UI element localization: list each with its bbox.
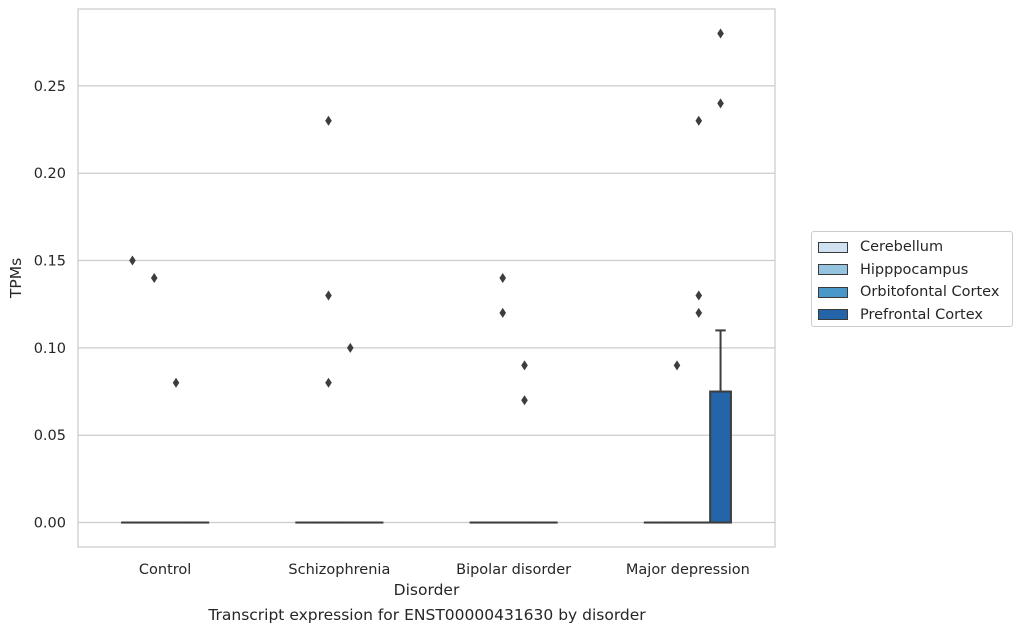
outlier-point [673,360,681,371]
chart-caption: Transcript expression for ENST0000043163… [208,606,646,624]
x-tick-label: Control [139,562,191,578]
outlier-point [521,360,528,371]
y-tick-label: 0.15 [34,254,66,270]
outlier-point [695,290,703,301]
x-axis-label: Disorder [394,581,460,599]
legend-label-prefrontal-cortex: Prefrontal Cortex [860,306,983,323]
outlier-point [325,115,332,126]
y-tick-labels: 0.00 0.05 0.10 0.15 0.20 0.25 [34,79,66,532]
outlier-point [717,28,724,39]
grid-lines [78,85,775,524]
outlier-point [717,98,724,109]
outlier-point [150,273,158,283]
legend-swatch-hippocampus [818,264,848,276]
legend-label-hippocampus: Hipppocampus [860,261,969,278]
legend-label-orbitofrontal-cortex: Orbitofontal Cortex [860,284,1000,301]
outlier-point [172,377,180,388]
outlier-point [129,255,136,266]
plot-frame [77,8,776,548]
box-layer [121,329,732,524]
y-tick-label: 0.25 [34,79,66,95]
legend: Cerebellum Hipppocampus Orbitofontal Cor… [811,231,1013,327]
y-tick-label: 0.20 [34,166,66,182]
outlier-point [499,273,507,283]
legend-swatch-orbitofrontal-cortex [818,286,848,298]
x-tick-label: Bipolar disorder [456,562,571,578]
legend-label-cerebellum: Cerebellum [860,239,944,256]
x-tick-label: Major depression [626,562,750,578]
legend-item-orbitofrontal-cortex: Orbitofontal Cortex [818,281,1012,304]
legend-item-cerebellum: Cerebellum [818,236,1012,259]
y-axis-label: TPMs [7,258,25,299]
x-tick-label: Schizophrenia [288,562,390,578]
outlier-point [695,307,703,318]
box-prefrontal-cortex-major-depression [709,329,732,524]
x-tick-labels: Control Schizophrenia Bipolar disorder Majo… [139,562,750,578]
outlier-layer [129,28,724,406]
y-tick-label: 0.05 [34,428,66,444]
legend-swatch-cerebellum [818,241,848,253]
outlier-point [499,307,507,318]
box-body [709,390,732,524]
outlier-point [695,115,703,126]
y-tick-label: 0.00 [34,516,66,532]
outlier-point [521,395,528,406]
legend-swatch-prefrontal-cortex [818,309,848,321]
legend-item-prefrontal-cortex: Prefrontal Cortex [818,304,1012,327]
legend-item-hippocampus: Hipppocampus [818,259,1012,282]
outlier-point [325,377,332,388]
outlier-point [346,342,354,353]
y-tick-label: 0.10 [34,341,66,357]
outlier-point [325,290,332,301]
